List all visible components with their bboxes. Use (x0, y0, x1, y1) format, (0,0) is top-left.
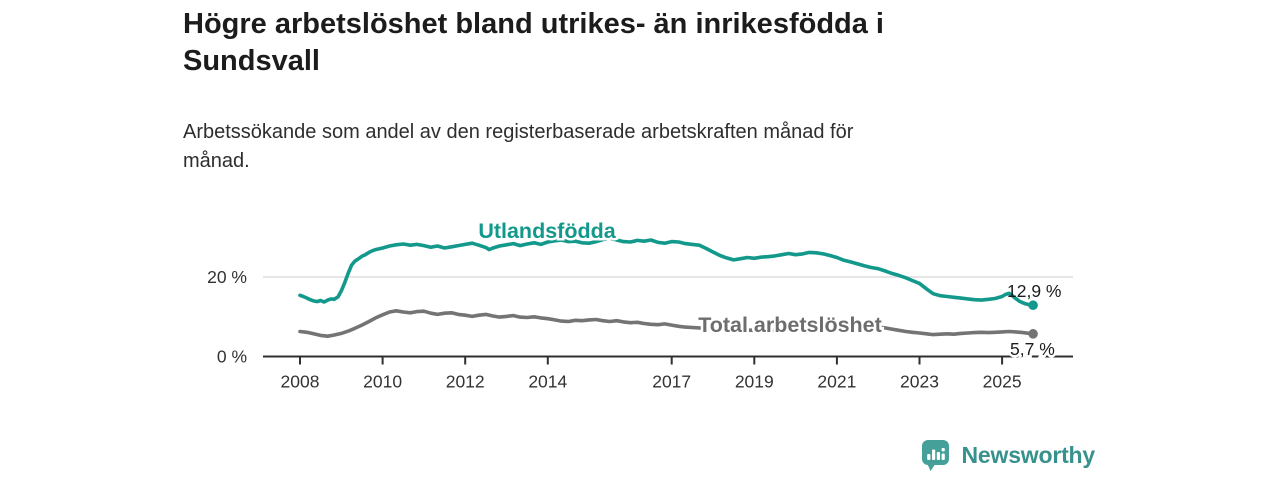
page-title-line2: Sundsvall (183, 45, 320, 77)
x-tick-label: 2014 (528, 372, 567, 392)
x-tick-label: 2023 (900, 372, 939, 392)
end-value-label: 12,9 % (1007, 281, 1061, 301)
x-tick-label: 2021 (817, 372, 856, 392)
series-end-dot (1028, 300, 1038, 311)
series-end-dot (1028, 329, 1038, 339)
page-title: Högre arbetslöshet bland utrikes- än inr… (183, 6, 1043, 80)
end-value-label: 5,7 % (1010, 339, 1055, 359)
series-line-total (298, 308, 1035, 339)
x-tick-label: 2025 (983, 372, 1022, 392)
y-tick-label: 0 % (217, 347, 247, 367)
bar-chart-speech-bubble-icon (921, 440, 949, 471)
x-tick-label: 2012 (446, 372, 485, 392)
x-tick-label: 2017 (652, 372, 691, 392)
newsworthy-logo-link[interactable]: Newsworthy (921, 439, 1095, 472)
page-title-line1: Högre arbetslöshet bland utrikes- än inr… (183, 8, 884, 40)
page-subtitle: Arbetssökande som andel av den registerb… (183, 118, 1043, 176)
x-tick-label: 2010 (363, 372, 402, 392)
series-line-utlandsfodda (298, 236, 1035, 308)
brand-wordmark: Newsworthy (961, 442, 1096, 468)
page-subtitle-line2: månad. (183, 150, 250, 172)
series-label: Utlandsfödda (478, 219, 616, 243)
x-tick-label: 2008 (281, 372, 320, 392)
y-tick-label: 20 % (207, 267, 247, 287)
page-subtitle-line1: Arbetssökande som andel av den registerb… (183, 121, 854, 143)
series-label: Total arbetslöshet (698, 313, 882, 337)
x-tick-label: 2019 (735, 372, 774, 392)
